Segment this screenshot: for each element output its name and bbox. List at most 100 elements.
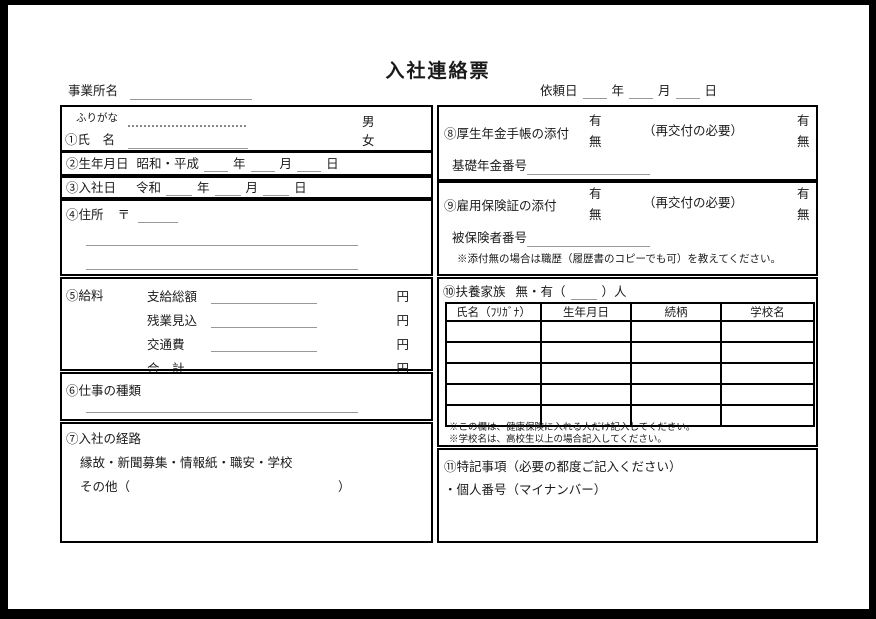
pension-attach-choice: 有 無 [589,111,602,153]
dependents-header-row: 氏名（ﾌﾘｶﾞﾅ） 生年月日 続柄 学校名 [445,302,815,322]
request-date-line: 依頼日 年 月 日 [540,84,717,99]
pension-number-line [527,174,650,175]
birthdate-era: 昭和・平成 [136,157,200,171]
dependents-table: 氏名（ﾌﾘｶﾞﾅ） 生年月日 続柄 学校名 [445,302,815,427]
salary-overtime-blank [211,314,317,328]
table-row [445,341,815,364]
month-unit: 月 [658,84,671,98]
salary-item-label: 残業見込 [147,313,198,328]
employment-reissue-choice: 有 無 [797,184,810,226]
col-header-birthdate: 生年月日 [540,302,632,322]
salary-item-label: 交通費 [147,337,185,352]
yes-option: 有 [589,187,602,201]
name-label: ①氏 名 [65,133,116,147]
name-line [128,148,248,149]
route-options: 縁故・新聞募集・情報紙・職安・学校 [80,456,293,470]
day-unit: 日 [326,157,339,171]
table-row [445,383,815,406]
salary-row-commute: 交通費 円 [147,333,409,357]
page-title: 入社連絡票 [385,61,491,82]
postal-code-blank [138,209,179,223]
joindate-label: ③入社日 [66,181,117,195]
day-unit: 日 [704,84,718,98]
address-line-2 [86,269,358,270]
yes-option: 有 [589,114,602,128]
address-label: ④住所 [66,208,104,222]
table-row [445,362,815,385]
office-name-line [130,99,252,100]
col-header-name: 氏名（ﾌﾘｶﾞﾅ） [445,302,542,322]
yes-option: 有 [797,187,810,201]
joindate-era: 令和 [136,181,162,195]
table-row [445,404,815,427]
join-year-blank [166,182,193,196]
pension-reissue-choice: 有 無 [797,111,810,153]
salary-row-gross: 支給総額 円 [147,285,409,309]
dependents-section: ⑩扶養家族 無・有（ ）人 氏名（ﾌﾘｶﾞﾅ） 生年月日 続柄 学校名 ※この欄… [437,277,818,447]
remarks-label: ⑪特記事項（必要の都度ご記入ください） [444,460,682,474]
salary-row-overtime: 残業見込 円 [147,309,409,333]
pension-reissue-label: （再交付の必要） [643,124,744,138]
no-option: 無 [589,135,602,149]
dependents-choice-close: ）人 [601,285,627,299]
insured-number-label: 被保険者番号 [452,231,528,245]
year-unit: 年 [611,84,625,98]
dependents-note-1: ※この欄は、健康保険に入れる人だけ記入してください。 [449,423,696,433]
insured-number-line [527,246,650,247]
jobtype-label: ⑥仕事の種類 [66,384,142,398]
route-label: ⑦入社の経路 [66,432,142,446]
route-other-open: その他（ [80,480,131,494]
pension-section: ⑧厚生年金手帳の添付 有 無 （再交付の必要） 有 無 基礎年金番号 [437,105,818,181]
dependents-label: ⑩扶養家族 [443,285,506,299]
request-year-blank [582,85,607,99]
employment-label: ⑨雇用保険証の添付 [444,199,557,213]
office-name-label: 事業所名 [68,84,119,98]
year-unit: 年 [233,157,246,171]
employment-attach-choice: 有 無 [589,184,602,226]
gender-male: 男 [362,115,375,129]
address-line-1 [86,245,358,246]
birthdate-section: ②生年月日 昭和・平成 年 月 日 [60,151,433,176]
join-month-blank [214,182,241,196]
joindate-section: ③入社日 令和 年 月 日 [60,176,433,199]
request-day-blank [675,85,700,99]
address-section: ④住所 〒 [60,199,433,276]
salary-commute-blank [211,338,317,352]
jobtype-section: ⑥仕事の種類 [60,372,433,421]
no-option: 無 [797,208,810,222]
request-month-blank [629,85,654,99]
month-unit: 月 [245,181,259,195]
salary-item-label: 支給総額 [147,289,198,304]
dependents-choice-open: 無・有（ [515,285,566,299]
remarks-section: ⑪特記事項（必要の都度ご記入ください） ・個人番号（マイナンバー） [437,448,818,543]
no-option: 無 [797,135,810,149]
pension-label: ⑧厚生年金手帳の添付 [444,127,570,141]
birth-day-blank [297,158,322,172]
month-unit: 月 [279,157,293,171]
route-other-close: ） [338,480,351,494]
remarks-mynumber-item: ・個人番号（マイナンバー） [444,483,607,497]
employment-note: ※添付無の場合は職歴（履歴書のコピーでも可）を教えてください。 [457,254,782,265]
name-section: ふりがな ①氏 名 男 女 [60,105,433,152]
table-row [445,320,815,343]
yes-option: 有 [797,114,810,128]
birth-month-blank [250,158,275,172]
col-header-relation: 続柄 [630,302,722,322]
jobtype-line [86,412,358,413]
col-header-school: 学校名 [720,302,815,322]
furigana-label: ふりがな [76,113,118,124]
employment-insurance-section: ⑨雇用保険証の添付 有 無 （再交付の必要） 有 無 被保険者番号 ※添付無の場… [437,181,818,276]
route-section: ⑦入社の経路 縁故・新聞募集・情報紙・職安・学校 その他（ ） [60,422,433,543]
join-day-blank [263,182,290,196]
yen-unit: 円 [396,289,409,304]
salary-section: ⑤給料 支給総額 円 残業見込 円 交通費 円 合 計 円 [60,277,433,376]
employment-reissue-label: （再交付の必要） [643,196,744,210]
dependents-count-blank [570,286,597,300]
birth-year-blank [204,158,229,172]
postal-mark: 〒 [117,208,131,222]
dependents-note-2: ※学校名は、高校生以上の場合記入してください。 [449,435,667,445]
year-unit: 年 [197,181,210,195]
salary-label: ⑤給料 [66,289,104,303]
no-option: 無 [589,208,602,222]
